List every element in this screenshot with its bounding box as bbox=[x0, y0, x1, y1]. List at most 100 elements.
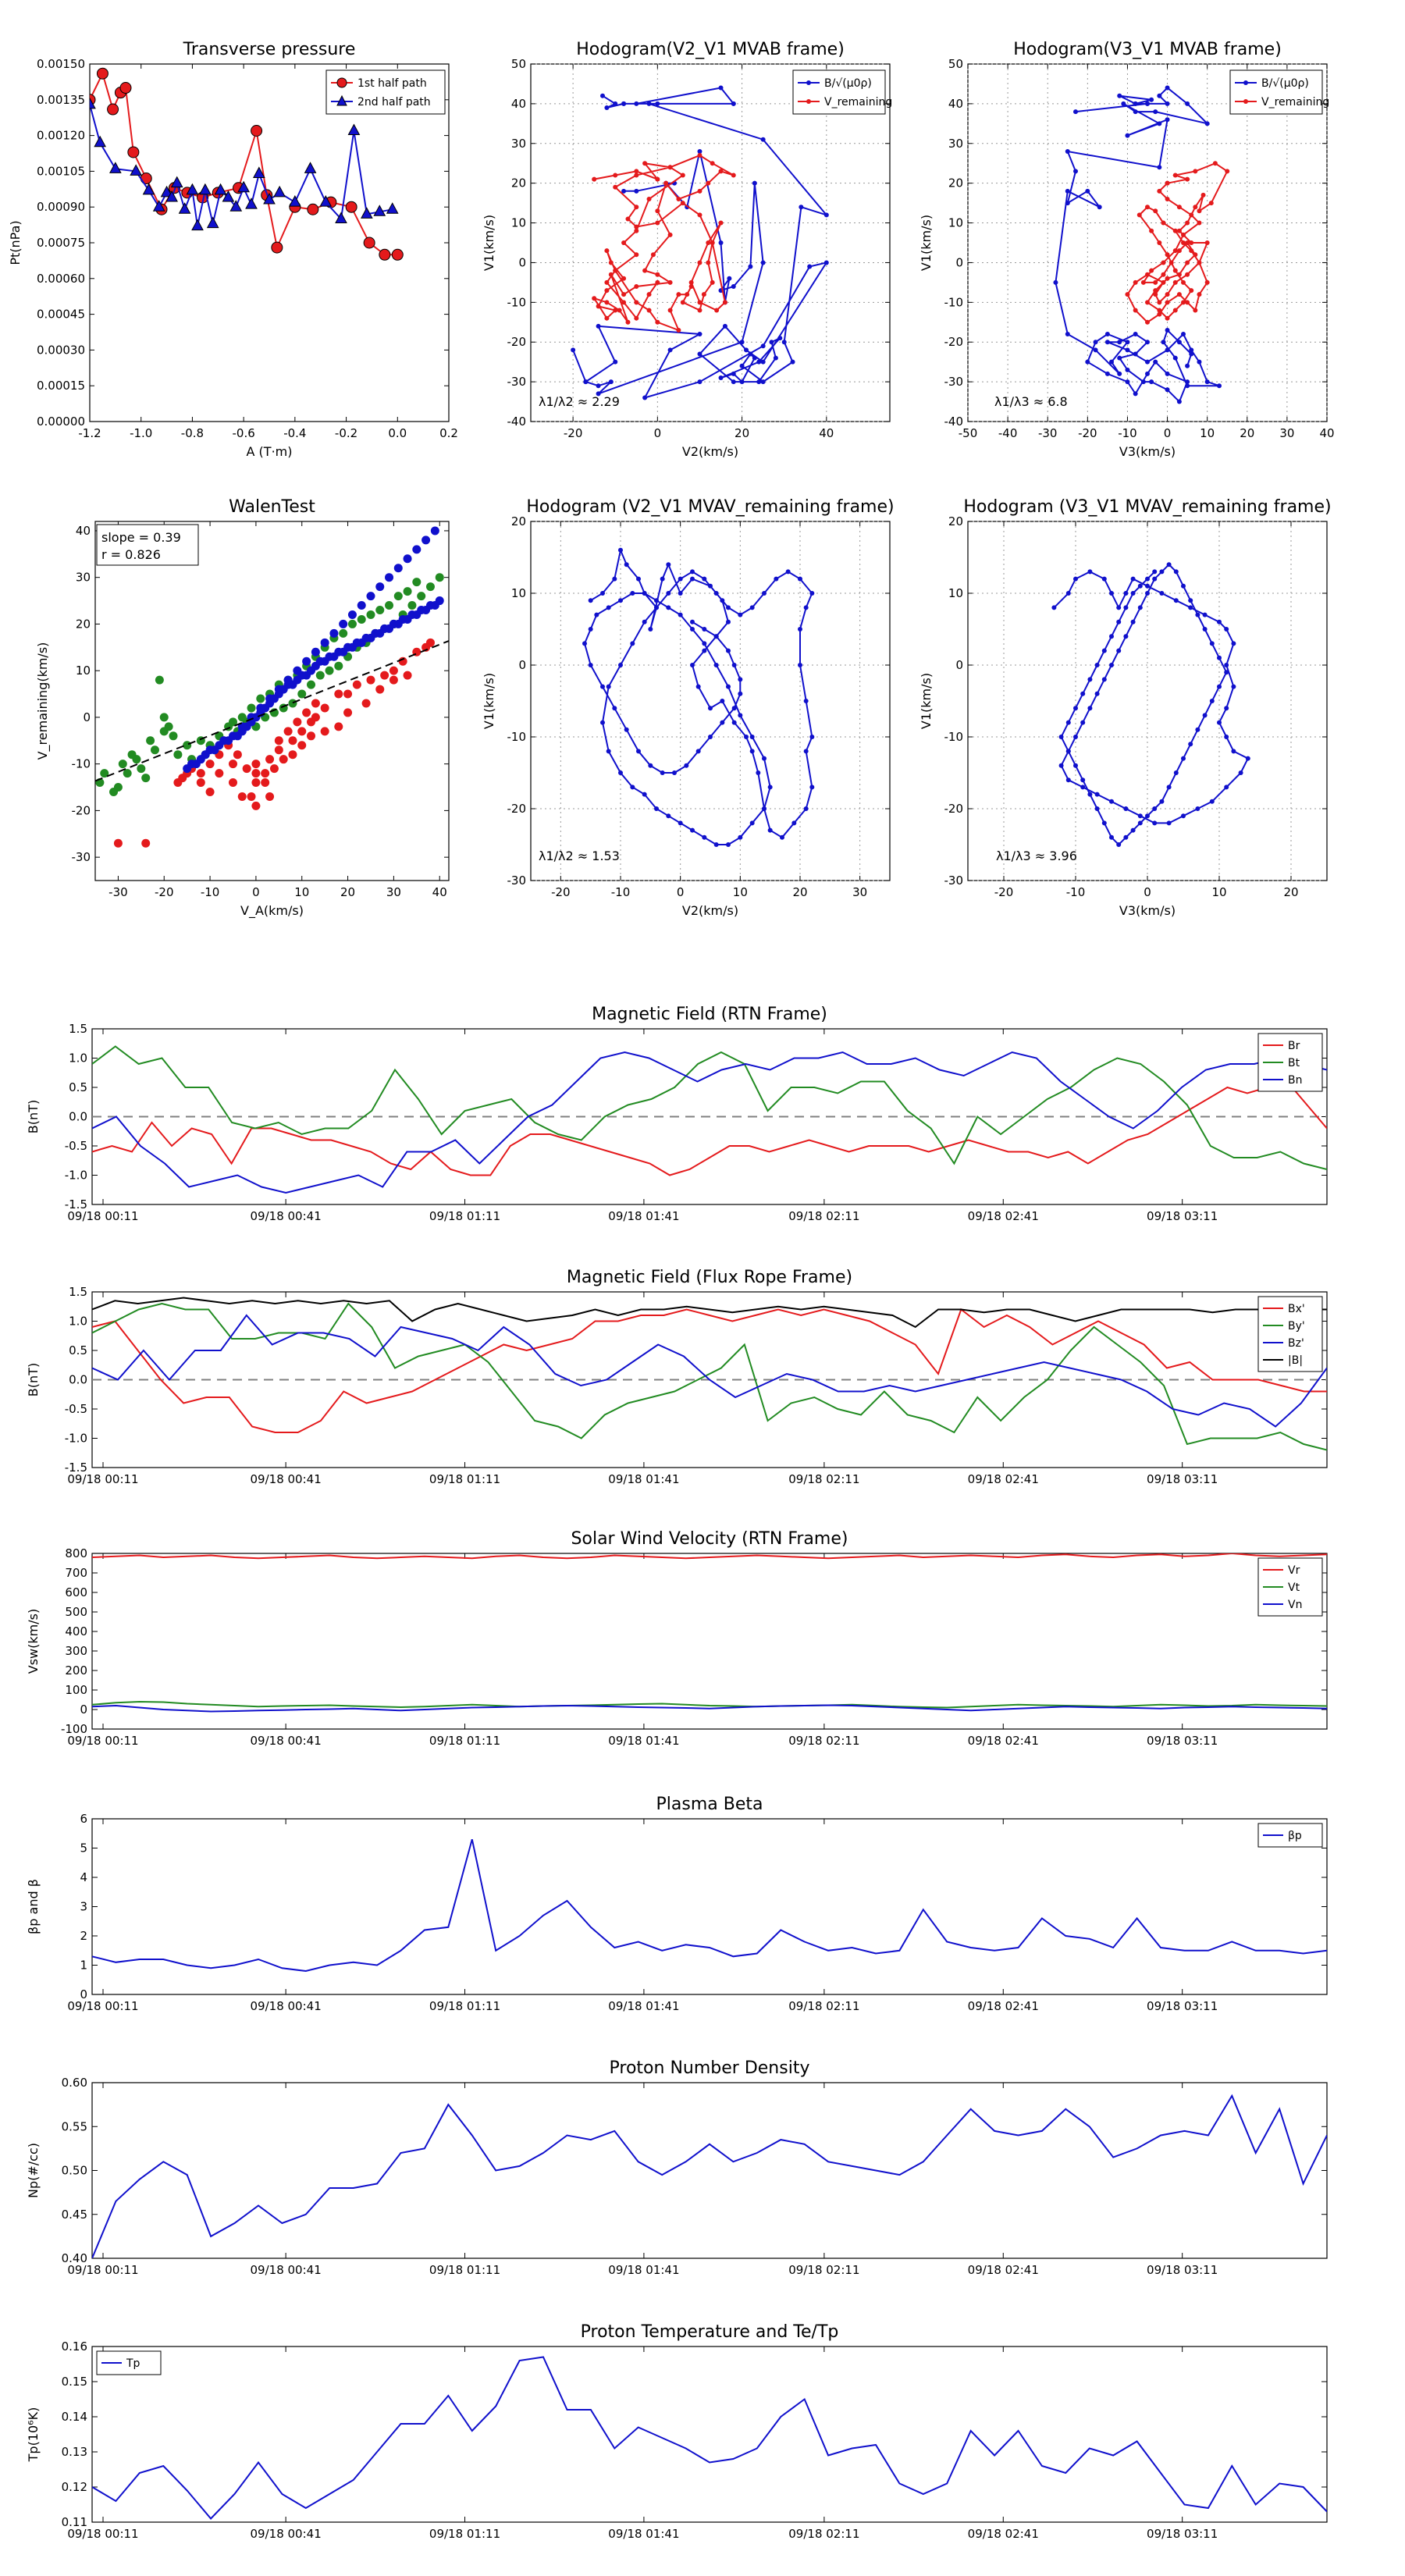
y-tick-label: 0.5 bbox=[69, 1080, 87, 1094]
legend-marker bbox=[1243, 80, 1248, 85]
data-point bbox=[391, 248, 404, 261]
x-tick-label: -10 bbox=[611, 885, 631, 899]
data-point bbox=[1116, 605, 1122, 610]
data-point bbox=[1130, 619, 1136, 624]
data-point bbox=[1202, 627, 1208, 632]
data-point bbox=[612, 706, 617, 711]
data-point bbox=[634, 283, 639, 289]
y-tick-label: 0.5 bbox=[69, 1343, 87, 1357]
y-tick-label: 1.5 bbox=[69, 1285, 87, 1299]
y-tick-label: 0.0 bbox=[69, 1110, 87, 1124]
x-tick-label: -20 bbox=[1078, 426, 1097, 440]
series-line bbox=[92, 1839, 1327, 1973]
data-point bbox=[606, 749, 611, 754]
y-axis-label: βp and β bbox=[26, 1879, 41, 1934]
data-point bbox=[803, 749, 809, 754]
y-tick-label: 1.5 bbox=[69, 1022, 87, 1036]
x-tick-label: 09/18 00:11 bbox=[67, 1734, 138, 1748]
data-point bbox=[141, 774, 151, 783]
data-point bbox=[1200, 192, 1206, 197]
data-point bbox=[710, 161, 715, 166]
x-tick-label: 30 bbox=[1279, 426, 1294, 440]
data-point bbox=[1172, 279, 1178, 285]
y-tick-label: 10 bbox=[511, 586, 526, 600]
data-point bbox=[655, 279, 660, 285]
data-point bbox=[361, 207, 373, 219]
data-point bbox=[731, 706, 737, 711]
x-tick-label: 20 bbox=[735, 426, 749, 440]
data-point bbox=[1161, 220, 1166, 226]
data-point bbox=[680, 300, 685, 305]
data-point bbox=[612, 576, 617, 582]
data-point bbox=[1093, 347, 1098, 353]
data-point bbox=[1140, 279, 1146, 285]
data-point bbox=[196, 769, 205, 778]
data-point bbox=[630, 785, 635, 790]
x-tick-label: 09/18 01:11 bbox=[429, 1734, 500, 1748]
data-point bbox=[697, 148, 702, 154]
data-point bbox=[1188, 598, 1193, 603]
data-point bbox=[178, 774, 187, 783]
data-point bbox=[393, 592, 403, 601]
plot-marks bbox=[571, 85, 829, 400]
data-point bbox=[608, 272, 614, 277]
data-point bbox=[127, 146, 140, 158]
data-point bbox=[1123, 634, 1129, 639]
x-tick-label: 20 bbox=[1283, 885, 1298, 899]
data-point bbox=[1217, 655, 1222, 660]
data-point bbox=[646, 308, 652, 313]
x-tick-label: 09/18 02:41 bbox=[968, 1734, 1039, 1748]
data-point bbox=[809, 785, 815, 790]
magnetic-field-rtn-chart: Magnetic Field (RTN Frame) B(nT) 09/18 00:… bbox=[26, 1005, 1328, 1223]
data-point bbox=[375, 582, 385, 592]
data-point bbox=[1212, 161, 1218, 166]
x-tick-label: 20 bbox=[792, 885, 807, 899]
data-point bbox=[302, 708, 311, 717]
y-tick-label: 0.00000 bbox=[37, 415, 85, 429]
data-point bbox=[173, 750, 183, 760]
data-point bbox=[596, 383, 601, 389]
data-point bbox=[660, 576, 665, 582]
data-point bbox=[1161, 272, 1166, 277]
data-point bbox=[1065, 332, 1070, 337]
data-point bbox=[1117, 93, 1122, 98]
legend-box bbox=[792, 69, 886, 115]
data-point bbox=[334, 661, 343, 671]
y-tick-label: 1.0 bbox=[69, 1051, 87, 1066]
x-tick-label: 30 bbox=[386, 885, 401, 899]
data-point bbox=[621, 188, 627, 194]
y-tick-label: 700 bbox=[65, 1566, 87, 1580]
data-point bbox=[809, 591, 815, 596]
data-point bbox=[1073, 576, 1078, 582]
data-point bbox=[311, 713, 320, 722]
data-point bbox=[329, 628, 339, 638]
data-point bbox=[634, 315, 639, 321]
x-axis-label: V_A(km/s) bbox=[240, 903, 304, 919]
data-point bbox=[722, 323, 727, 329]
series-line bbox=[92, 1080, 1327, 1176]
data-point bbox=[1166, 562, 1172, 568]
data-point bbox=[1094, 792, 1100, 797]
x-tick-label: 0 bbox=[1164, 426, 1172, 440]
data-point bbox=[688, 283, 694, 289]
y-tick-label: 10 bbox=[76, 664, 91, 678]
y-tick-label: 0.16 bbox=[62, 2339, 87, 2354]
data-point bbox=[1157, 93, 1162, 98]
data-point bbox=[685, 292, 690, 297]
x-tick-label: 09/18 01:11 bbox=[429, 2263, 500, 2277]
chart-title: Solar Wind Velocity (RTN Frame) bbox=[571, 1529, 848, 1549]
data-point bbox=[186, 183, 199, 195]
data-point bbox=[1185, 383, 1190, 389]
data-point bbox=[366, 592, 375, 601]
data-point bbox=[666, 605, 671, 610]
data-point bbox=[642, 161, 648, 166]
chart-title: Proton Temperature and Te/Tp bbox=[581, 2322, 839, 2342]
data-point bbox=[697, 351, 702, 357]
data-point bbox=[215, 769, 224, 778]
legend-label: 2nd half path bbox=[357, 96, 431, 109]
data-point bbox=[714, 308, 720, 313]
data-point bbox=[678, 591, 683, 596]
solar-wind-velocity-chart: Solar Wind Velocity (RTN Frame) Vsw(km/s)… bbox=[26, 1529, 1328, 1748]
data-point bbox=[630, 641, 635, 646]
